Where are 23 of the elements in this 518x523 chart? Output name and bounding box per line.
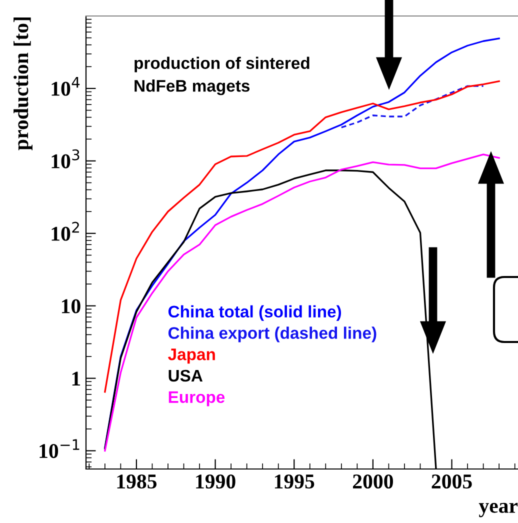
text: Japan — [168, 348, 215, 364]
line-series — [104, 38, 500, 449]
y-tick-label: 10$^{3}$ — [52, 149, 80, 168]
line-series — [104, 80, 500, 393]
annotation: production of sintered NdFeB magets — [134, 56, 310, 96]
y-axis-title: production [to] — [14, 18, 32, 150]
text: Europe — [168, 391, 225, 406]
y-tick-label: 10$^{4}$ — [52, 76, 80, 96]
y-tick-label: 1 — [72, 372, 80, 386]
line-series — [104, 154, 500, 452]
x-axis-title: year — [478, 502, 518, 518]
x-tick-label: 1995 — [274, 474, 314, 489]
x-tick-label: 2005 — [432, 474, 472, 489]
x-tick-label: 1990 — [196, 474, 236, 489]
x-tick-label: 2000 — [352, 474, 393, 489]
y-tick-label: 10 — [62, 299, 80, 314]
text: USA — [168, 370, 203, 382]
series-label: China total (solid line) — [168, 305, 342, 321]
text: China export (dashed line) — [168, 326, 376, 342]
y-tick-label: 10$^{2}$ — [52, 222, 79, 241]
line-series — [340, 85, 484, 128]
y-tick-label: 10$^{−1}$ — [40, 439, 80, 458]
x-tick-label: 1985 — [117, 474, 157, 489]
